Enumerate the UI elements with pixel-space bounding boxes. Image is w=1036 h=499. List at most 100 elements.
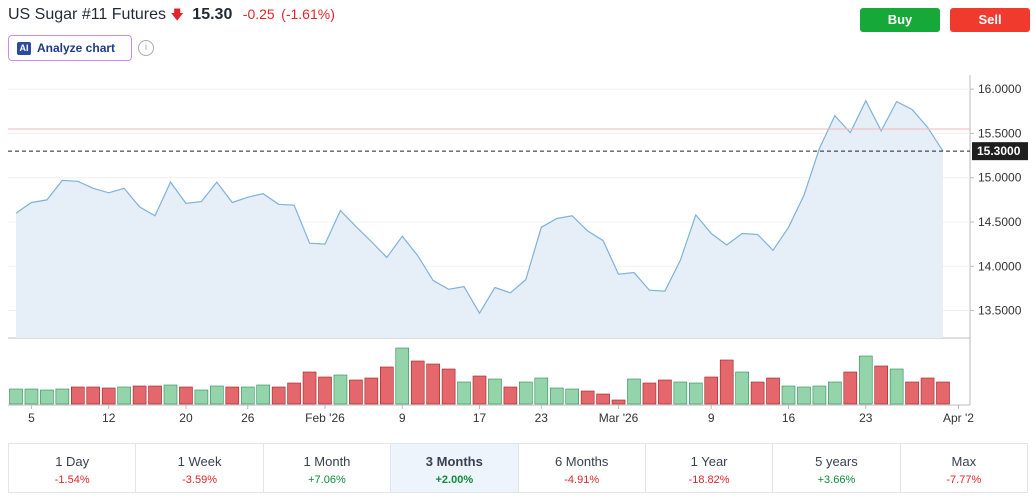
- period-label: 3 Months: [425, 454, 483, 469]
- volume-bar: [503, 386, 518, 405]
- volume-bar: [55, 388, 70, 405]
- x-tick-label: 23: [859, 411, 873, 425]
- volume-bar: [658, 379, 672, 405]
- volume-bar: [210, 385, 224, 405]
- volume-bar: [24, 388, 39, 405]
- period-tab[interactable]: 1 Month +7.06%: [264, 444, 392, 492]
- analyze-button[interactable]: AI Analyze chart: [8, 35, 132, 61]
- instrument-title: US Sugar #11 Futures: [8, 6, 167, 23]
- volume-bar: [735, 371, 749, 405]
- period-label: 6 Months: [554, 454, 609, 469]
- x-tick-label: 5: [28, 411, 35, 425]
- volume-bar: [179, 386, 193, 405]
- volume-bar: [318, 376, 332, 405]
- volume-bar: [534, 377, 549, 405]
- price-change: -0.25: [242, 6, 275, 22]
- volume-bar: [426, 363, 440, 405]
- volume-bar: [843, 371, 858, 405]
- x-tick-label: Mar '26: [599, 411, 639, 425]
- volume-bar: [40, 389, 54, 405]
- y-tick-label: 14.5000: [978, 215, 1022, 229]
- volume-bar: [750, 381, 765, 405]
- period-change: -1.54%: [54, 474, 90, 486]
- x-tick-label: 12: [102, 411, 116, 425]
- price: 15.30: [192, 6, 233, 23]
- price-line: [15, 99, 944, 315]
- volume-bar: [225, 386, 240, 405]
- period-tab[interactable]: 1 Day -1.54%: [9, 444, 137, 492]
- y-tick-label: 15.5000: [978, 126, 1022, 140]
- last-price-box: [972, 142, 1028, 161]
- price-area: [16, 100, 943, 338]
- volume-bar: [271, 386, 286, 405]
- info-icon[interactable]: i: [138, 40, 154, 56]
- volume-bar: [719, 359, 734, 405]
- volume-bar: [472, 375, 487, 405]
- period-label: 1 Week: [177, 454, 222, 469]
- volume-bar: [905, 381, 919, 405]
- period-change: -18.82%: [688, 474, 730, 486]
- period-label: 1 Day: [55, 454, 90, 469]
- period-label: 1 Year: [690, 454, 728, 469]
- period-change: +3.66%: [817, 474, 856, 486]
- volume-bar: [379, 366, 394, 405]
- price-change-pct: (-1.61%): [281, 6, 335, 22]
- volume-bar: [874, 365, 889, 405]
- y-tick-label: 13.5000: [978, 304, 1022, 318]
- period-tab[interactable]: 3 Months +2.00%: [391, 444, 519, 492]
- period-label: Max: [951, 454, 977, 469]
- volume-bar: [395, 347, 410, 405]
- volume-bar: [101, 387, 116, 405]
- period-change: -3.59%: [182, 474, 217, 486]
- period-tab[interactable]: 6 Months -4.91%: [519, 444, 646, 492]
- volume-bar: [889, 368, 904, 405]
- volume-bar: [627, 378, 641, 405]
- volume-bar: [117, 386, 131, 405]
- volume-bar: [240, 386, 255, 405]
- y-tick-label: 15.0000: [978, 171, 1022, 185]
- volume-bar: [828, 381, 842, 405]
- x-tick-label: 20: [179, 411, 193, 425]
- volume-bar: [364, 377, 379, 405]
- period-label: 5 years: [815, 454, 858, 469]
- volume-bar: [163, 384, 178, 405]
- period-tab[interactable]: 1 Week -3.59%: [136, 444, 264, 492]
- x-tick-label: 23: [535, 411, 549, 425]
- volume-bar: [488, 378, 502, 405]
- instrument-header: US Sugar #11 Futures 🡇 15.30 -0.25 (-1.6…: [8, 6, 335, 28]
- ai-badge: AI: [17, 42, 31, 55]
- volume-bar: [86, 386, 101, 405]
- volume-bar: [858, 355, 873, 405]
- volume-bar: [812, 385, 827, 405]
- period-tab[interactable]: 1 Year -18.82%: [646, 444, 774, 492]
- volume-bar: [611, 399, 626, 405]
- x-tick-label: 17: [473, 411, 487, 425]
- volume-bar: [132, 385, 147, 405]
- x-tick-label: Apr '2: [943, 411, 974, 425]
- volume-bar: [565, 388, 580, 405]
- sell-button[interactable]: Sell: [950, 8, 1030, 32]
- volume-bar: [194, 389, 209, 405]
- period-tab[interactable]: 5 years +3.66%: [773, 444, 901, 492]
- period-change: +7.06%: [308, 474, 346, 486]
- x-tick-label: 16: [782, 411, 796, 425]
- volume-bar: [596, 393, 610, 405]
- chart: 13.5000 14.0000 14.5000 15.0000 15.5000 16.00…: [8, 75, 1028, 425]
- y-tick-label: 14.0000: [978, 259, 1022, 273]
- volume-bar: [920, 377, 935, 405]
- period-selector: 1 Day -1.54% 1 Week -3.59% 1 Month +7.06% 3 Mo…: [8, 443, 1028, 493]
- volume-bar: [936, 381, 950, 405]
- buy-button[interactable]: Buy: [860, 8, 940, 32]
- volume-bar: [256, 384, 271, 405]
- volume-bar: [71, 386, 85, 405]
- volume-bar: [766, 377, 780, 405]
- volume-bar: [9, 388, 23, 405]
- volume-bar: [642, 382, 657, 405]
- volume-bar: [549, 387, 564, 405]
- period-change: -4.91%: [564, 474, 600, 486]
- period-tab[interactable]: Max -7.77%: [901, 444, 1027, 492]
- volume-bar: [148, 385, 162, 405]
- period-change: +2.00%: [435, 474, 474, 486]
- volume-bar: [410, 360, 425, 405]
